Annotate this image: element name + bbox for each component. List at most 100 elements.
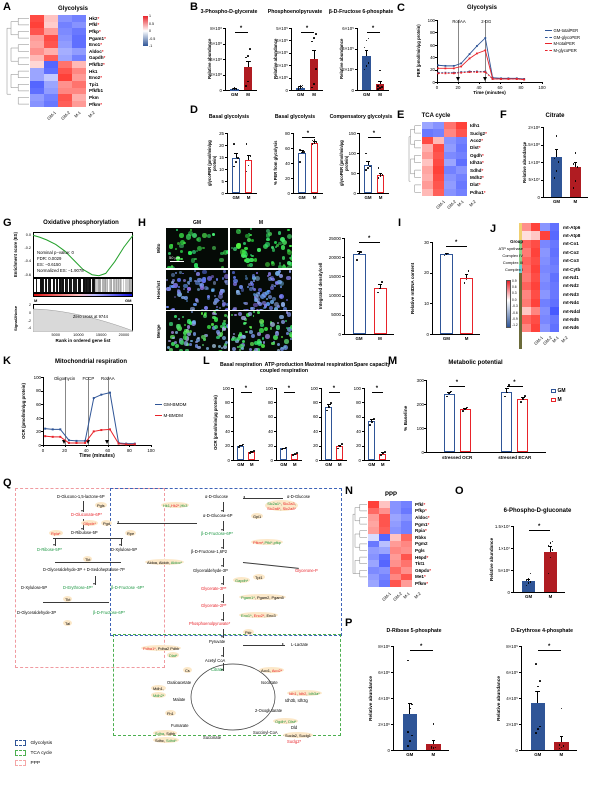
data-point: [296, 452, 298, 454]
panel-i: I 0 10 20 30 GM M * Relative mtDNA content: [398, 218, 490, 353]
micrograph-dot: [224, 314, 227, 317]
heatmap-cell: [433, 129, 444, 136]
error-cap: [465, 274, 469, 275]
micrograph-dot: [182, 316, 184, 318]
pathway-enzyme: Rpia*: [49, 530, 63, 536]
micrograph-dot: [185, 349, 188, 351]
y-tick: [319, 388, 321, 389]
gene-label: Dlst*: [470, 145, 480, 150]
micrograph-dot: [233, 247, 237, 251]
micrograph-dot: [261, 344, 265, 348]
bar: [311, 143, 319, 193]
micrograph-dot: [269, 306, 274, 310]
significance-star: *: [306, 26, 308, 32]
panel-a-column-labels: GM-1 GM-2 M-1 M-2: [30, 109, 90, 123]
heatmap-cell: [58, 55, 72, 62]
colorbar-tick: 0.6: [512, 285, 517, 289]
micrograph-dot: [241, 288, 245, 292]
data-point: [524, 395, 526, 397]
significance-star: *: [376, 386, 378, 392]
error-cap: [366, 161, 370, 162]
micrograph-image: [166, 311, 228, 351]
y-tick-label: 2×10⁵: [506, 722, 518, 727]
column-label: GM-1: [381, 591, 392, 602]
y-tick: [519, 724, 521, 725]
micrograph-dot: [286, 299, 288, 301]
gene-label: Aldoc*: [89, 49, 104, 54]
data-point: [535, 663, 537, 665]
gene-label: Ogdh*: [470, 153, 484, 158]
y-tick: [225, 145, 227, 146]
panel-l-charts: 0 20 40 60 80 100 GM M * Basal respiration 0 20 40 60…: [219, 360, 389, 477]
s2n-tick-label: 2: [24, 303, 31, 307]
pathway-enzyme: Pgam1*, Pgam2, Pgam5: [239, 594, 286, 600]
y-tick: [424, 428, 426, 429]
micrograph-dot: [291, 254, 292, 258]
colorbar-tick: 0.5: [149, 22, 154, 26]
y-tick-label: 8×10⁶: [378, 644, 390, 649]
x-axis: [426, 452, 546, 453]
y-tick-label: 10: [424, 301, 429, 306]
panel-q-legend: Glycolysis TCA cycle PPP: [15, 740, 85, 782]
y-axis: [227, 133, 228, 193]
significance-star: *: [372, 26, 374, 32]
x-axis-label: Time (minutes): [43, 453, 151, 459]
data-point: [433, 723, 435, 725]
heatmap-cell: [58, 94, 72, 101]
data-point: [245, 57, 247, 59]
y-tick: [430, 273, 432, 274]
heatmap-cell: [390, 541, 401, 548]
x-tick-label: GM: [230, 195, 242, 200]
panel-q: Q D-Glucono-1,5-lactone-6P Pgls D-Gluconat…: [3, 478, 343, 787]
y-tick-label: 0: [288, 191, 290, 196]
significance-line: [538, 650, 562, 651]
micrograph-dot: [166, 306, 168, 308]
gene-label: Pdha1*: [470, 190, 486, 195]
x-axis: [344, 334, 394, 335]
panel-i-chart: 0 10 20 30 GM M * Relative mtDNA content: [404, 228, 490, 348]
significance-star: *: [245, 386, 247, 392]
gene-label: mt-Nd3: [563, 292, 579, 297]
significance-star: *: [538, 524, 540, 530]
pathway-enzyme: Gapdh*: [233, 577, 250, 583]
heatmap-cell: [30, 94, 44, 101]
heatmap-cell: [58, 48, 72, 55]
hit-mark: [54, 279, 55, 293]
hit-mark: [118, 279, 119, 293]
micrograph-dot: [178, 286, 180, 288]
micrograph-dot: [284, 339, 288, 343]
y-tick: [430, 242, 432, 243]
colorbar-tick: -1: [149, 44, 152, 48]
hit-mark: [100, 279, 101, 293]
pathway-node: Succinyl-CoA: [253, 730, 278, 735]
bar: [362, 56, 370, 90]
data-point: [237, 157, 239, 159]
y-tick: [223, 28, 225, 29]
y-tick: [357, 133, 359, 134]
micrograph-dot: [275, 331, 280, 336]
legend-swatch: [545, 30, 552, 31]
micrograph-dot: [275, 246, 277, 248]
micrograph-dot: [245, 331, 248, 334]
heatmap-cell: [390, 560, 401, 567]
hit-mark: [131, 279, 132, 293]
micrograph-dot: [255, 276, 260, 281]
y-tick-label: 60: [356, 414, 361, 419]
micrograph-dot: [254, 348, 257, 351]
data-point: [328, 406, 330, 408]
significance-line: [368, 137, 381, 138]
pathway-node: Suclg2*: [287, 739, 301, 744]
y-axis-label: % Baseline: [404, 392, 411, 444]
gene-label: Pfkp*: [89, 29, 101, 34]
y-tick-label: 60: [313, 414, 318, 419]
legend-swatch: [15, 760, 26, 766]
gene-label: Pfkl*: [89, 22, 99, 27]
pathway-node: α-D-Glucose: [205, 494, 228, 499]
annotation-label: Rot/AA: [447, 19, 471, 24]
micrograph-dot: [287, 234, 292, 239]
panel-p-charts: 0 2×10⁶ 4×10⁶ 6×10⁶ 8×10⁶ GM M * Relative abunda…: [355, 620, 600, 786]
heatmap-cell: [550, 265, 559, 273]
heatmap-cell: [422, 166, 433, 173]
heatmap-cell: [30, 15, 44, 22]
micrograph-dot: [173, 283, 178, 288]
